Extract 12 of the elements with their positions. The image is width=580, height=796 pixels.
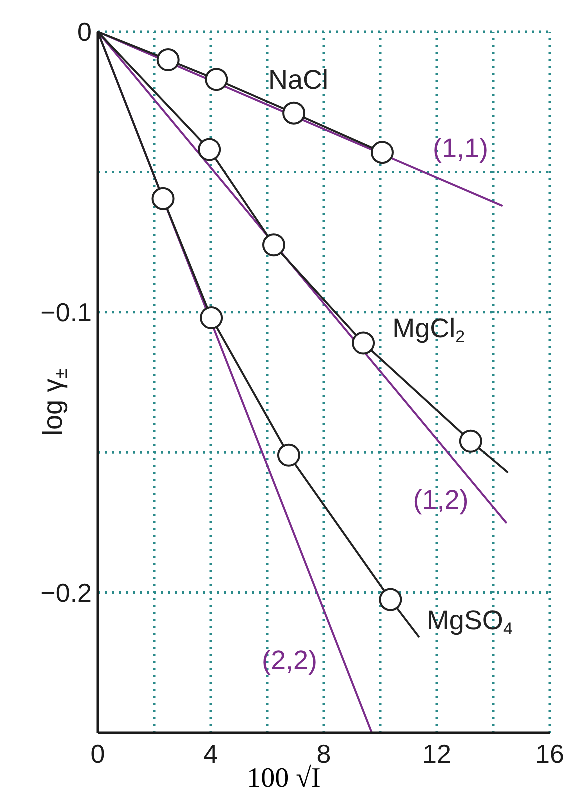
y-tick-label: 0 [78,17,92,48]
x-tick-label: 16 [536,739,564,769]
series-label: MgCl$_{2}$ [392,314,466,347]
series-label: NaCl [268,65,328,96]
series-label: (1,2) [413,485,469,516]
series-label: (1,1) [432,133,489,164]
series-label: MgSO$_{4}$ [426,605,513,638]
x-tick-label: 4 [204,739,218,769]
y-tick-label: −0.2 [40,578,92,608]
x-tick-label: 12 [422,739,452,769]
y-tick-label: −0.1 [40,298,92,328]
series-label: (2,2) [262,645,318,676]
